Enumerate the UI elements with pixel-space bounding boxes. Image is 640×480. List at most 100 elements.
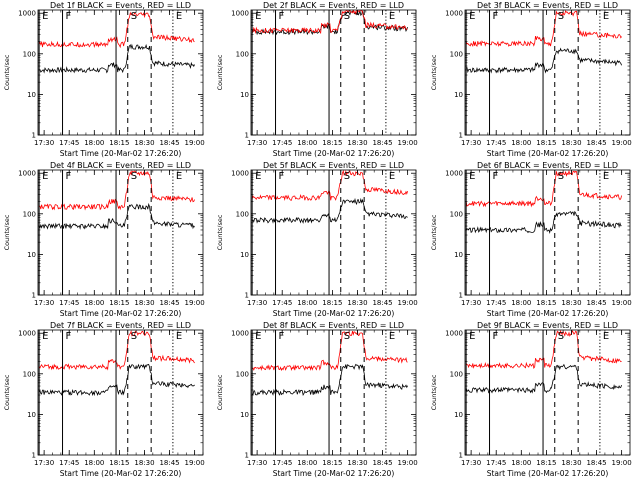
y-tick-label: 1 xyxy=(245,132,249,140)
y-axis-label: Counts/sec xyxy=(3,54,11,90)
x-tick-label: 18:45 xyxy=(159,139,179,147)
x-tick-label: 18:30 xyxy=(134,139,154,147)
x-tick-label: 18:30 xyxy=(347,139,367,147)
x-tick-label: 17:30 xyxy=(247,139,267,147)
time-marker-label: F xyxy=(493,11,499,22)
plot-frame xyxy=(250,169,417,296)
time-marker-label: S xyxy=(558,11,564,22)
detector-panel-5: Det 5f BLACK = Events, RED = LLD Counts/s… xyxy=(213,160,426,320)
x-tick-label: 18:30 xyxy=(561,459,581,467)
x-tick-label: 17:30 xyxy=(461,139,481,147)
x-tick-label: 18:30 xyxy=(134,459,154,467)
y-tick-label: 1 xyxy=(459,292,463,300)
x-tick-label: 17:30 xyxy=(461,459,481,467)
y-axis-label: Counts/sec xyxy=(3,214,11,250)
series-line-events xyxy=(465,47,622,74)
y-axis-label: Counts/sec xyxy=(216,374,224,410)
series-line-lld xyxy=(465,10,622,48)
plot-frame xyxy=(250,9,417,136)
x-tick-label: 17:30 xyxy=(34,459,54,467)
y-tick-label: 1 xyxy=(32,132,36,140)
x-tick-label: 18:30 xyxy=(134,299,154,307)
y-axis-label: Counts/sec xyxy=(430,374,438,410)
time-marker-label: E xyxy=(469,331,475,342)
x-tick-label: 17:45 xyxy=(272,299,292,307)
detector-panel-2: Det 2f BLACK = Events, RED = LLD Counts/s… xyxy=(213,0,426,160)
y-tick-label: 10 xyxy=(454,251,463,259)
series-line-lld xyxy=(252,10,408,35)
plot-frame xyxy=(464,169,631,296)
x-tick-label: 18:30 xyxy=(561,139,581,147)
x-tick-label: 18:30 xyxy=(347,299,367,307)
x-axis-label: Start Time (20-Mar-02 17:26:20) xyxy=(273,309,395,318)
time-marker-label: E xyxy=(42,11,48,22)
y-tick-label: 1000 xyxy=(18,170,36,178)
x-tick-label: 18:30 xyxy=(561,299,581,307)
x-tick-label: 18:15 xyxy=(109,139,129,147)
x-tick-label: 19:00 xyxy=(398,139,418,147)
time-marker-label: S xyxy=(131,11,137,22)
y-tick-label: 1 xyxy=(245,292,249,300)
y-tick-label: 1000 xyxy=(18,330,36,338)
x-tick-label: 17:45 xyxy=(59,299,79,307)
x-tick-label: 18:15 xyxy=(322,139,342,147)
x-tick-label: 18:15 xyxy=(109,459,129,467)
y-tick-label: 1000 xyxy=(231,10,249,18)
y-tick-label: 1 xyxy=(245,452,249,460)
y-tick-label: 10 xyxy=(240,91,249,99)
x-axis-label: Start Time (20-Mar-02 17:26:20) xyxy=(487,309,609,318)
x-tick-label: 18:30 xyxy=(347,459,367,467)
y-tick-label: 100 xyxy=(450,210,463,218)
detector-panel-1: Det 1f BLACK = Events, RED = LLD Counts/s… xyxy=(0,0,213,160)
plot-frame xyxy=(464,9,631,136)
x-tick-label: 18:45 xyxy=(372,299,392,307)
time-marker-label: E xyxy=(176,171,182,182)
x-tick-label: 17:45 xyxy=(59,459,79,467)
detector-chart-svg: Det 6f BLACK = Events, RED = LLD Counts/s… xyxy=(430,161,632,318)
time-marker-label: S xyxy=(558,331,564,342)
chart-title: Det 7f BLACK = Events, RED = LLD xyxy=(50,321,191,330)
y-axis-label: Counts/sec xyxy=(430,54,438,90)
x-axis-label: Start Time (20-Mar-02 17:26:20) xyxy=(273,149,395,158)
time-marker-label: E xyxy=(469,11,475,22)
time-marker-label: F xyxy=(66,11,72,22)
time-marker-label: E xyxy=(176,11,182,22)
x-tick-label: 18:00 xyxy=(511,299,531,307)
series-line-lld xyxy=(38,11,195,49)
x-tick-label: 17:30 xyxy=(34,299,54,307)
x-tick-label: 19:00 xyxy=(398,299,418,307)
plot-frame xyxy=(464,329,631,456)
series-line-events xyxy=(38,363,195,397)
y-tick-label: 1000 xyxy=(445,330,463,338)
time-marker-label: E xyxy=(389,331,395,342)
time-marker-label: E xyxy=(255,331,261,342)
time-marker-label: E xyxy=(469,171,475,182)
time-marker-label: E xyxy=(42,331,48,342)
x-axis-label: Start Time (20-Mar-02 17:26:20) xyxy=(273,469,395,478)
x-tick-label: 18:00 xyxy=(84,299,104,307)
x-tick-label: 18:15 xyxy=(322,459,342,467)
x-tick-label: 18:15 xyxy=(322,299,342,307)
time-marker-label: F xyxy=(66,171,72,182)
y-tick-label: 100 xyxy=(23,50,36,58)
x-tick-label: 17:45 xyxy=(486,299,506,307)
x-tick-label: 19:00 xyxy=(398,459,418,467)
x-tick-label: 17:30 xyxy=(247,299,267,307)
time-marker-label: E xyxy=(603,11,609,22)
y-tick-label: 100 xyxy=(236,50,249,58)
x-tick-label: 18:45 xyxy=(372,139,392,147)
series-line-events xyxy=(465,210,622,235)
y-tick-label: 100 xyxy=(450,50,463,58)
y-tick-label: 100 xyxy=(236,210,249,218)
y-tick-label: 100 xyxy=(450,370,463,378)
x-axis-label: Start Time (20-Mar-02 17:26:20) xyxy=(487,469,609,478)
time-marker-label: F xyxy=(66,331,72,342)
x-tick-label: 18:45 xyxy=(159,459,179,467)
time-marker-label: E xyxy=(176,331,182,342)
y-tick-label: 10 xyxy=(27,251,36,259)
x-tick-label: 17:30 xyxy=(34,139,54,147)
y-tick-label: 10 xyxy=(27,411,36,419)
time-marker-label: F xyxy=(279,171,285,182)
y-axis-label: Counts/sec xyxy=(216,54,224,90)
series-line-events xyxy=(251,363,408,397)
